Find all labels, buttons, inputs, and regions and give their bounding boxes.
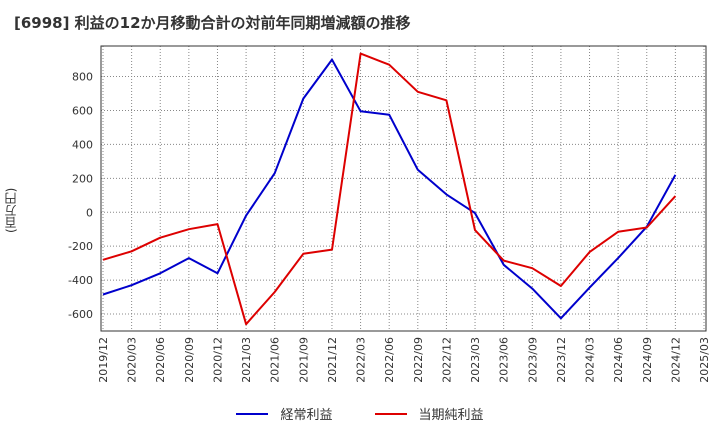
x-tick-label: 2021/12: [326, 337, 339, 383]
x-tick-label: 2020/06: [154, 337, 167, 383]
x-tick-label: 2020/03: [126, 337, 139, 383]
plot-background: [101, 46, 706, 331]
plot-frame: [100, 45, 707, 332]
grid: [101, 46, 706, 331]
x-tick-label: 2021/06: [269, 337, 282, 383]
y-tick-label: 0: [86, 206, 93, 219]
y-tick-label: 800: [72, 71, 93, 84]
legend: 経常利益 当期純利益: [0, 404, 720, 423]
x-tick-label: 2019/12: [97, 337, 110, 383]
legend-swatch-keijo: [236, 412, 269, 415]
x-tick-label: 2021/03: [240, 337, 253, 383]
x-tick-label: 2023/03: [469, 337, 482, 383]
y-tick-label: -600: [68, 308, 93, 321]
series-line-0: [102, 58, 677, 320]
legend-item-keijo: 経常利益: [236, 404, 333, 423]
legend-label-junri: 当期純利益: [418, 408, 484, 423]
y-tick-label: 400: [72, 138, 93, 151]
legend-swatch-junri: [374, 412, 407, 415]
x-tick-label: 2023/09: [526, 337, 539, 383]
x-tick-label: 2024/06: [612, 337, 625, 383]
x-tick-label: 2022/06: [383, 337, 396, 383]
x-tick-label: 2022/03: [355, 337, 368, 383]
x-tick-label: 2025/03: [698, 337, 711, 383]
x-tick-label: 2020/12: [211, 337, 224, 383]
y-tick-label: 200: [72, 172, 93, 185]
y-tick-label: -400: [68, 274, 93, 287]
series-lines: [102, 52, 677, 326]
series-line-1: [102, 52, 677, 326]
x-axis-ticks: 2019/12 2020/03 2020/06 2020/09 2020/12 2021/…: [97, 337, 711, 383]
x-tick-label: 2024/09: [641, 337, 654, 383]
y-axis-ticks: -600 -400 -200 0 200 400 600 800: [68, 71, 93, 321]
legend-item-junri: 当期純利益: [374, 404, 484, 423]
chart-title: [6998] 利益の12か月移動合計の対前年同期増減額の推移: [14, 14, 411, 32]
x-tick-label: 2021/09: [297, 337, 310, 383]
x-tick-label: 2022/12: [440, 337, 453, 383]
x-tick-label: 2024/03: [584, 337, 597, 383]
legend-label-keijo: 経常利益: [280, 408, 333, 423]
y-tick-label: -200: [68, 240, 93, 253]
x-tick-label: 2022/09: [412, 337, 425, 383]
x-tick-label: 2023/12: [555, 337, 568, 383]
x-tick-label: 2024/12: [669, 337, 682, 383]
x-tick-label: 2023/06: [498, 337, 511, 383]
y-tick-label: 600: [72, 104, 93, 117]
x-tick-label: 2020/09: [183, 337, 196, 383]
